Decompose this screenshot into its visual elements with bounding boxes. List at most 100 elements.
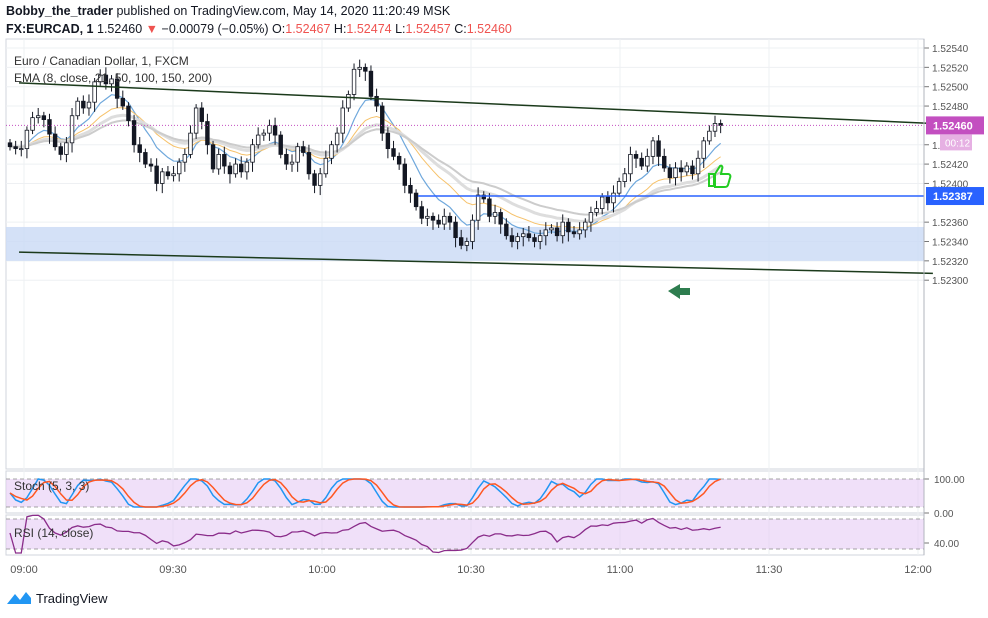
current-price-label: 1.52460 (933, 120, 973, 132)
candle-body (171, 173, 176, 177)
symbol-label: FX:EURCAD, 1 (6, 22, 94, 36)
brand-name: TradingView (36, 590, 108, 606)
current-price-tag (926, 116, 984, 135)
candle-body (543, 229, 548, 237)
candle-body (239, 163, 244, 173)
candle-body (475, 194, 481, 221)
open-label: O: (272, 22, 286, 36)
candle-body (199, 107, 204, 122)
time-tick-label: 12:00 (904, 564, 932, 576)
candle-body (662, 155, 667, 169)
candle-body (81, 100, 86, 109)
price-tick-label: 1.52320 (932, 257, 969, 268)
price-tick-label: 1.52520 (932, 63, 969, 74)
candle-body (317, 173, 323, 186)
candle-body (667, 167, 673, 179)
candle-body (537, 235, 543, 242)
candle-body (588, 212, 594, 223)
candle-body (712, 123, 718, 132)
candle-body (86, 101, 92, 109)
candle-body (701, 140, 706, 159)
candle-body (351, 68, 357, 95)
high-value: 1.52474 (346, 22, 392, 36)
candle-body (7, 142, 13, 148)
candle-body (131, 120, 137, 146)
candle-body (188, 132, 193, 155)
candle-body (154, 165, 159, 184)
drawn-lines[interactable] (6, 82, 933, 275)
candle-body (639, 157, 644, 167)
candle-body (560, 221, 565, 237)
candle-body (554, 227, 560, 237)
candle-body (114, 78, 120, 99)
candle-body (120, 97, 125, 107)
candle-body (447, 215, 453, 223)
candle-body (695, 157, 701, 175)
rsi-legend: RSI (14, close) (14, 526, 94, 540)
candle-body (255, 134, 261, 146)
candle-body (19, 148, 24, 151)
candle-body (41, 115, 47, 120)
candle-body (165, 171, 171, 177)
candle-body (678, 167, 684, 173)
price-tick-label: 1.52420 (932, 160, 969, 171)
candle-body (526, 233, 532, 239)
trendline-lower (19, 251, 933, 275)
candle-body (633, 154, 639, 159)
osc-tick-label: 0.00 (934, 509, 954, 520)
candle-body (58, 146, 63, 155)
price-tick-label: 1.52480 (932, 102, 969, 113)
candle-body (210, 144, 216, 170)
candle-body (464, 241, 470, 246)
candle-body (363, 66, 368, 72)
candle-body (385, 132, 391, 150)
oscillators (6, 478, 924, 554)
osc-tick-label: 100.00 (934, 475, 965, 486)
candle-body (600, 196, 605, 210)
footer-brand[interactable]: TradingView (6, 590, 108, 606)
time-tick-label: 10:00 (308, 564, 336, 576)
candle-body (64, 142, 69, 155)
candle-body (346, 94, 351, 109)
candle-body (92, 81, 97, 103)
ema-legend: EMA (8, close, 21, 50, 100, 150, 200) (14, 71, 213, 85)
candle-body (656, 140, 661, 157)
time-tick-label: 10:30 (457, 564, 485, 576)
candle-body (571, 231, 577, 235)
instrument-legend: Euro / Canadian Dollar, 1, FXCM (14, 54, 189, 68)
rsi-line (9, 514, 721, 554)
candle-body (233, 163, 238, 175)
left-arrow-icon (668, 284, 690, 299)
trendline-upper (19, 82, 933, 125)
time-tick-label: 11:30 (756, 564, 783, 576)
low-label: L: (395, 22, 406, 36)
price-tick-label: 1.52360 (932, 218, 969, 229)
author-name[interactable]: Bobby_the_trader (6, 4, 113, 18)
time-tick-label: 09:00 (10, 564, 38, 576)
candle-body (481, 194, 486, 200)
candle-body (205, 121, 210, 146)
stoch-band (6, 479, 924, 507)
last-price: 1.52460 (97, 22, 143, 36)
candle-body (227, 165, 233, 175)
candle-body (306, 152, 312, 175)
candle-body (391, 148, 396, 157)
thumbs-up-icon (708, 164, 732, 188)
level-label: 1.52387 (933, 191, 973, 203)
countdown-label: 00:12 (945, 138, 970, 149)
candle-body (509, 235, 515, 242)
stoch-legend: Stoch (5, 3, 3) (14, 479, 90, 493)
candle-body (148, 163, 154, 167)
candle-body (532, 237, 537, 242)
candle-body (628, 154, 633, 175)
candle-body (408, 184, 413, 194)
candle-body (616, 181, 622, 194)
axes: 1.525401.525201.525001.524801.524401.524… (10, 39, 984, 576)
candle-body (645, 155, 650, 167)
price-tick-label: 1.52540 (932, 44, 969, 55)
candle-body (69, 115, 75, 144)
candle-body (222, 154, 227, 167)
candle-body (103, 74, 109, 85)
close-value: 1.52460 (466, 22, 512, 36)
